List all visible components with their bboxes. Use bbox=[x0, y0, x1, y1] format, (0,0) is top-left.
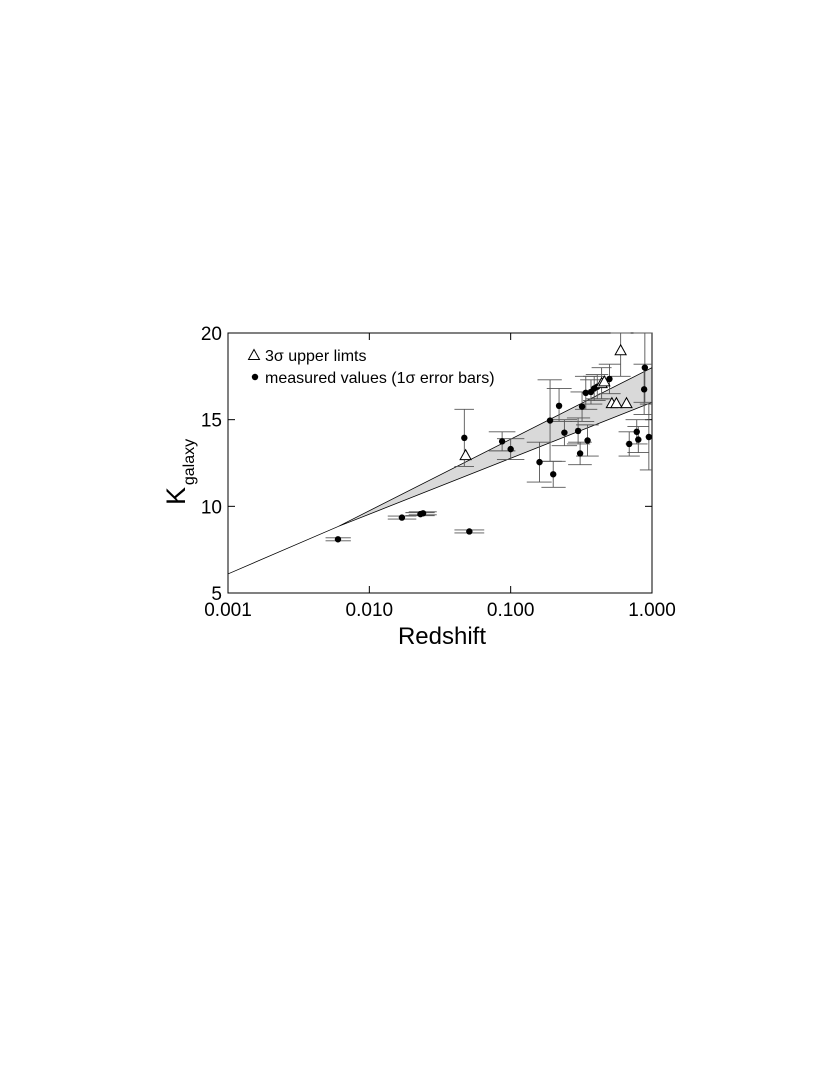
data-point bbox=[419, 510, 427, 517]
x-tick-label: 0.010 bbox=[346, 600, 394, 621]
data-point bbox=[550, 471, 557, 478]
data-point bbox=[635, 436, 642, 443]
axis-ticks: 0.001 0.010 0.100 1.000 5 10 15 20 bbox=[201, 324, 676, 621]
y-axis-label: K galaxy bbox=[161, 439, 198, 505]
upper-limit-point bbox=[610, 396, 623, 409]
data-point bbox=[461, 434, 468, 442]
data-point bbox=[546, 417, 554, 424]
data-point bbox=[645, 433, 653, 441]
data-point bbox=[536, 458, 543, 466]
upper-limit-point bbox=[614, 343, 627, 356]
x-tick-label: 0.001 bbox=[204, 600, 252, 621]
y-tick-label: 5 bbox=[211, 584, 222, 605]
data-markers bbox=[334, 343, 653, 543]
data-point bbox=[640, 386, 648, 393]
data-point bbox=[507, 445, 514, 453]
legend-triangle-icon bbox=[247, 348, 261, 360]
data-point bbox=[641, 364, 649, 371]
plot-frame bbox=[227, 332, 653, 594]
data-point bbox=[626, 440, 633, 448]
legend-label-upper-limits: 3σ upper limts bbox=[265, 348, 366, 365]
data-point bbox=[606, 375, 613, 383]
legend-label-measured: measured values (1σ error bars) bbox=[265, 370, 495, 387]
data-point bbox=[398, 514, 406, 521]
data-point bbox=[498, 438, 506, 445]
upper-limit-point bbox=[620, 396, 633, 409]
x-tick-label: 1.000 bbox=[628, 600, 676, 621]
upper-limit-point bbox=[597, 375, 611, 387]
x-axis-label: Redshift bbox=[398, 623, 486, 650]
data-point bbox=[576, 450, 584, 457]
data-point bbox=[561, 429, 568, 436]
data-point bbox=[582, 389, 589, 396]
y-tick-label: 10 bbox=[201, 497, 222, 518]
x-tick-label: 0.100 bbox=[487, 600, 535, 621]
data-point bbox=[466, 528, 473, 535]
y-axis-label-main: K bbox=[161, 487, 191, 505]
legend-circle-icon bbox=[251, 373, 259, 381]
y-tick-label: 15 bbox=[201, 411, 222, 432]
data-point bbox=[334, 536, 342, 543]
upper-limit-point bbox=[459, 448, 472, 461]
legend: 3σ upper limts measured values (1σ error… bbox=[247, 348, 495, 387]
data-point bbox=[633, 428, 640, 435]
y-axis-label-sub: galaxy bbox=[181, 439, 198, 485]
data-point bbox=[574, 427, 582, 435]
y-tick-label: 20 bbox=[201, 324, 222, 345]
data-point bbox=[555, 402, 563, 409]
data-point bbox=[584, 437, 591, 444]
data-point bbox=[578, 403, 586, 410]
